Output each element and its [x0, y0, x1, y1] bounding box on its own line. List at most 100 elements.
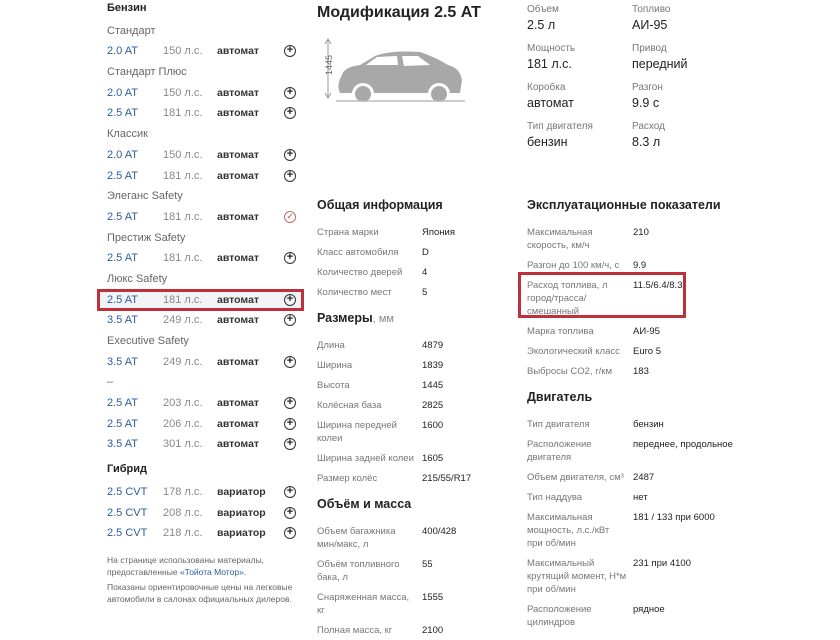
- plus-circle-icon[interactable]: +: [284, 438, 296, 451]
- modification-link[interactable]: 3.5 AT: [107, 355, 138, 368]
- horsepower: 181 л.с.: [163, 252, 203, 265]
- modification-link[interactable]: 2.5 CVT: [107, 527, 148, 540]
- modification-link[interactable]: 2.5 AT: [107, 169, 138, 182]
- plus-circle-icon[interactable]: +: [284, 148, 296, 161]
- spec-label: Высота: [317, 379, 350, 391]
- modification-row[interactable]: 2.5 AT 181 л.с. автомат +: [107, 103, 302, 124]
- modification-row[interactable]: 2.0 AT 150 л.с. автомат +: [107, 41, 302, 62]
- spec-row: Расход топлива, л город/трасса/смешанный…: [527, 275, 737, 321]
- horsepower: 203 л.с.: [163, 397, 203, 410]
- spec-row: Объем двигателя, см³ 2487: [527, 467, 737, 487]
- trim-group-label: Executive Safety: [107, 335, 189, 347]
- modification-link[interactable]: 2.0 AT: [107, 45, 138, 58]
- section-heading: Двигатель: [527, 390, 737, 406]
- plus-circle-icon[interactable]: +: [284, 527, 296, 540]
- plus-circle-icon[interactable]: +: [284, 397, 296, 410]
- plus-circle-icon[interactable]: +: [284, 107, 296, 120]
- modification-row[interactable]: 2.5 AT 181 л.с. автомат +: [107, 248, 302, 269]
- modification-row[interactable]: 2.0 AT 150 л.с. автомат +: [107, 145, 302, 166]
- plus-circle-icon[interactable]: +: [284, 293, 296, 306]
- modification-row[interactable]: 2.5 CVT 218 л.с. вариатор +: [107, 523, 302, 544]
- transmission: автомат: [217, 45, 260, 58]
- plus-circle-icon[interactable]: +: [284, 417, 296, 430]
- modification-link[interactable]: 2.0 AT: [107, 86, 138, 99]
- spec-row: Количество мест 5: [317, 282, 517, 302]
- spec-label: Максимальный крутящий момент, Н*м при об…: [527, 557, 627, 595]
- modification-row[interactable]: 3.5 AT 249 л.с. автомат +: [107, 310, 302, 331]
- section-title: Объём и масса: [317, 497, 412, 511]
- plus-circle-icon[interactable]: +: [284, 169, 296, 182]
- spec-label: Максимальная скорость, км/ч: [527, 226, 593, 251]
- plus-circle-icon[interactable]: +: [284, 314, 296, 327]
- spec-row: Выбросы CO2, г/км 183: [527, 361, 737, 381]
- summary-item: Разгон 9.9 с: [632, 82, 732, 110]
- modification-link[interactable]: 3.5 AT: [107, 314, 138, 327]
- plus-circle-icon[interactable]: +: [284, 45, 296, 58]
- spec-value: 1605: [422, 452, 444, 464]
- modification-row[interactable]: 3.5 AT 249 л.с. автомат +: [107, 352, 302, 373]
- plus-circle-icon[interactable]: +: [284, 485, 296, 498]
- trim-group-label: Элеганс Safety: [107, 190, 183, 203]
- summary-item: Объем 2.5 л: [527, 4, 627, 32]
- modification-row[interactable]: 2.5 CVT 178 л.с. вариатор +: [107, 482, 302, 503]
- summary-item: Привод передний: [632, 43, 732, 71]
- spec-row: Ширина задней колеи 1605: [317, 448, 517, 468]
- transmission: автомат: [217, 417, 260, 430]
- toyota-link[interactable]: «Тойота Мотор»: [179, 566, 244, 577]
- spec-row: Тип двигателя бензин: [527, 414, 737, 434]
- source-note: На странице использованы материалы, пред…: [107, 554, 302, 578]
- spec-value: рядное: [633, 603, 665, 615]
- spec-label: Размер колёс: [317, 472, 378, 484]
- spec-value: 1555: [422, 591, 444, 603]
- modification-row[interactable]: 2.5 AT 206 л.с. автомат +: [107, 414, 302, 435]
- page-title: Модификация 2.5 AT: [317, 4, 481, 21]
- spec-label: Объём топливного бака, л: [317, 558, 400, 583]
- modification-link[interactable]: 2.0 AT: [107, 148, 138, 161]
- summary-value: АИ-95: [632, 18, 668, 32]
- modification-row[interactable]: 2.0 AT 150 л.с. автомат +: [107, 83, 302, 104]
- plus-circle-icon[interactable]: +: [284, 86, 296, 99]
- spec-label: Объем багажника мин/макс, л: [317, 525, 396, 550]
- section-heading: Эксплуатационные показатели: [527, 198, 737, 214]
- modification-row[interactable]: 2.5 AT 203 л.с. автомат +: [107, 393, 302, 414]
- spec-row: Максимальная мощность, л.с./кВт при об/м…: [527, 507, 737, 553]
- modification-row[interactable]: 2.5 AT 181 л.с. автомат ✓: [107, 207, 302, 228]
- transmission: вариатор: [217, 527, 266, 540]
- modification-link[interactable]: 2.5 AT: [107, 293, 138, 306]
- section-title: Общая информация: [317, 198, 443, 212]
- modification-link[interactable]: 2.5 AT: [107, 417, 138, 430]
- transmission: автомат: [217, 169, 260, 182]
- modification-link[interactable]: 2.5 AT: [107, 107, 138, 120]
- modification-row[interactable]: 2.5 AT 181 л.с. автомат +: [107, 166, 302, 187]
- spec-row: Количество дверей 4: [317, 262, 517, 282]
- spec-row: Снаряженная масса, кг 1555: [317, 587, 517, 620]
- transmission: автомат: [217, 107, 260, 120]
- plus-circle-icon[interactable]: +: [284, 252, 296, 265]
- spec-label: Снаряженная масса, кг: [317, 591, 410, 616]
- check-circle-icon[interactable]: ✓: [284, 210, 296, 223]
- plus-circle-icon[interactable]: +: [284, 506, 296, 519]
- spec-value: 1600: [422, 419, 444, 431]
- price-note: Показаны ориентировочные цены на легковы…: [107, 581, 293, 604]
- modification-link[interactable]: 2.5 CVT: [107, 506, 148, 519]
- modification-link[interactable]: 3.5 AT: [107, 438, 138, 451]
- spec-label: Расположение цилиндров: [527, 603, 592, 628]
- modification-link[interactable]: 2.5 AT: [107, 397, 138, 410]
- spec-label: Колёсная база: [317, 399, 382, 411]
- spec-label: Длина: [317, 339, 345, 351]
- modification-link[interactable]: 2.5 CVT: [107, 485, 148, 498]
- modification-link[interactable]: 2.5 AT: [107, 252, 138, 265]
- general-specs: Общая информация Страна марки Япония Класс …: [317, 198, 517, 640]
- plus-circle-icon[interactable]: +: [284, 355, 296, 368]
- horsepower: 150 л.с.: [163, 86, 203, 99]
- spec-label: Ширина: [317, 359, 353, 371]
- spec-value: бензин: [633, 418, 664, 430]
- summary-label: Топливо: [632, 4, 671, 15]
- modification-row[interactable]: 3.5 AT 301 л.с. автомат +: [107, 434, 302, 455]
- horsepower: 249 л.с.: [163, 314, 203, 327]
- modification-link[interactable]: 2.5 AT: [107, 210, 138, 223]
- modification-row[interactable]: 2.5 CVT 208 л.с. вариатор +: [107, 503, 302, 524]
- horsepower: 218 л.с.: [163, 527, 203, 540]
- summary-label: Разгон: [632, 82, 663, 93]
- modification-row[interactable]: 2.5 AT 181 л.с. автомат +: [107, 290, 302, 311]
